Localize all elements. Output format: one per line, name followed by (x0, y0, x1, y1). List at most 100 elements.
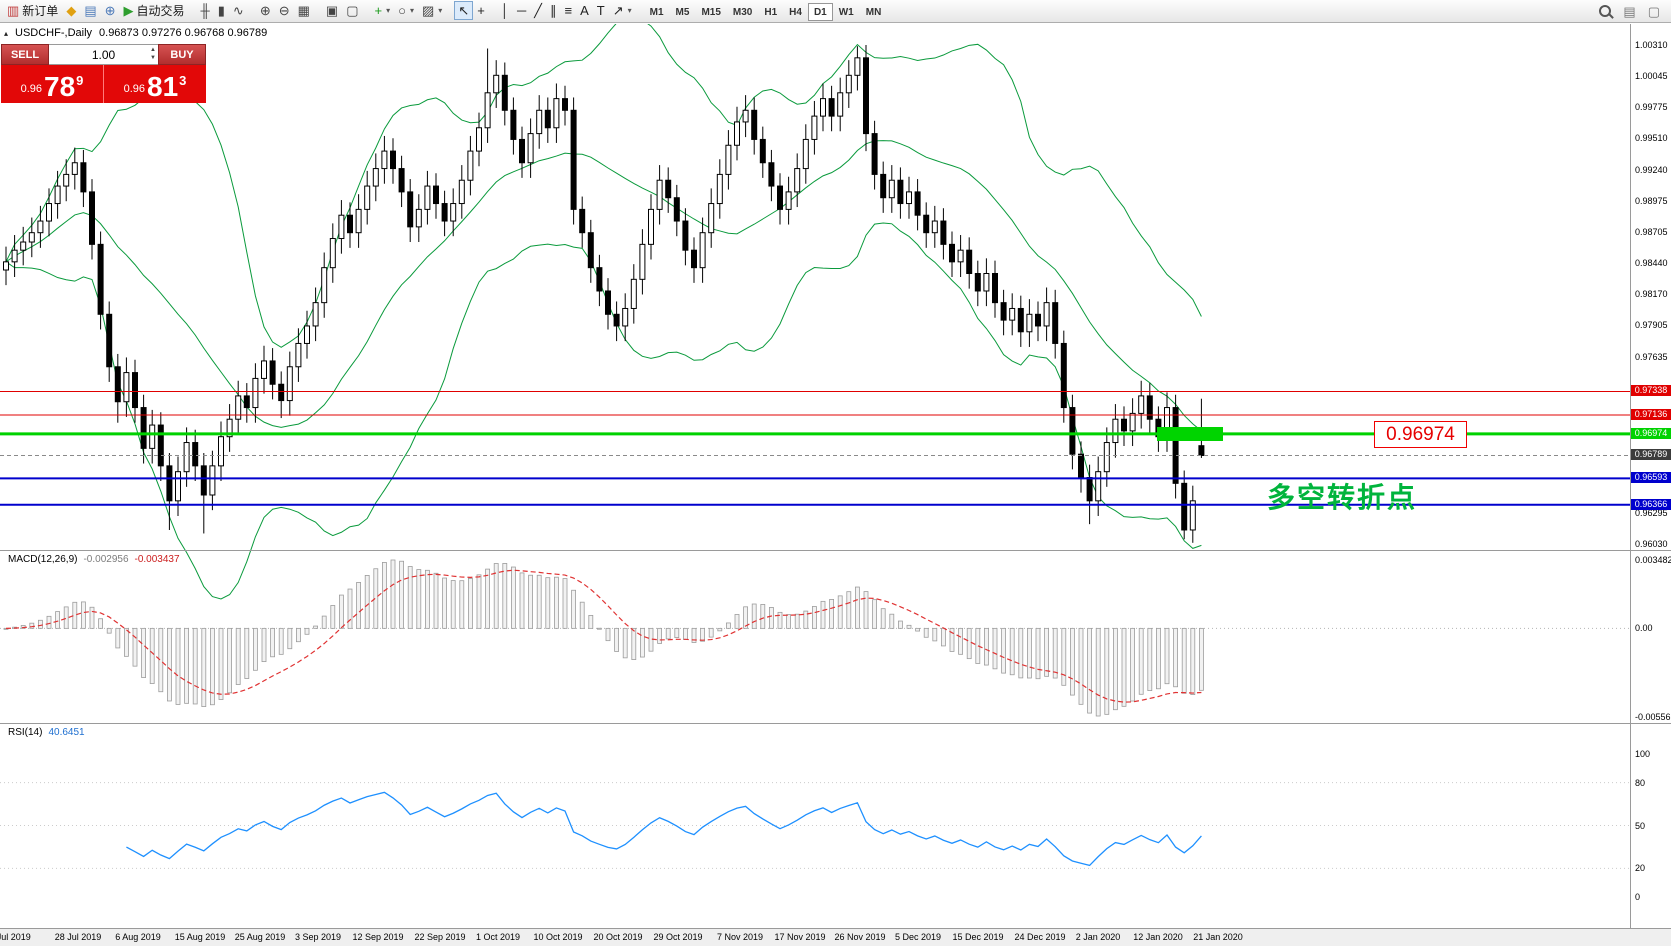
macd-histogram-bar (46, 615, 52, 629)
macd-histogram-bar (192, 627, 198, 705)
candle (605, 290, 611, 315)
volume-value[interactable]: 1.00 (91, 47, 116, 62)
collapse-panel-icon[interactable]: ▴ (4, 28, 9, 38)
price-scale[interactable]: 1.00310 1.00045 0.99775 0.99510 0.99240 0.989… (1631, 0, 1671, 946)
candle (269, 360, 276, 385)
turning-point-note[interactable]: 多空转折点 (1267, 482, 1418, 513)
text-button[interactable]: A (576, 1, 593, 20)
candle (37, 220, 44, 234)
macd-histogram-bar (1130, 627, 1135, 702)
volume-stepper[interactable]: 1.00 ▲ ▼ (49, 44, 158, 65)
macd-histogram-bar (416, 569, 422, 629)
caret-down-icon[interactable]: ▾ (627, 5, 632, 15)
indicators-button[interactable]: + ▾ (371, 1, 395, 20)
candle (587, 232, 594, 269)
caret-down-icon[interactable]: ▾ (409, 5, 414, 15)
community-button[interactable]: ⊕ (101, 1, 120, 20)
text-label-icon: T (596, 2, 605, 18)
candle (63, 173, 70, 187)
data-window-button[interactable]: ▤ (80, 1, 100, 20)
timeframe-m5[interactable]: M5 (670, 3, 696, 21)
fibonacci-button[interactable]: ≡ (560, 1, 576, 20)
caret-down-icon[interactable]: ▾ (386, 5, 391, 15)
macd-histogram-bar (829, 599, 834, 629)
docking-button[interactable]: ▤ (1619, 2, 1639, 21)
price-axis-label: 0.98440 (1635, 258, 1668, 268)
bar-chart-button[interactable]: ╫ (197, 1, 214, 20)
market-watch-button[interactable]: ◆ (62, 1, 80, 20)
timeframe-w1[interactable]: W1 (833, 3, 860, 21)
buy-price[interactable]: 0.96 81 3 (103, 65, 206, 103)
line-chart-button[interactable]: ∿ (229, 1, 248, 20)
timeframe-m1[interactable]: M1 (644, 3, 670, 21)
macd-histogram-bar (1035, 627, 1041, 680)
candle (54, 185, 61, 205)
candle (544, 109, 551, 129)
candle (3, 261, 9, 271)
new-chart-button[interactable]: ▣ (322, 1, 342, 20)
volume-down-icon[interactable]: ▼ (150, 54, 156, 61)
candle (166, 465, 173, 502)
text-icon: A (580, 2, 589, 18)
caret-down-icon[interactable]: ▾ (438, 5, 443, 15)
templates-button[interactable]: ▨ ▾ (418, 1, 446, 20)
date-scale[interactable]: 8 Jul 2019 28 Jul 2019 6 Aug 2019 15 Aug 20… (0, 929, 1630, 946)
candle (493, 74, 500, 94)
trendline-button[interactable]: ╱ (530, 1, 546, 20)
volume-up-icon[interactable]: ▲ (150, 47, 156, 53)
timeframe-m30[interactable]: M30 (727, 3, 758, 21)
autotrading-button[interactable]: ▶ 自动交易 (120, 1, 189, 20)
periods-button[interactable]: ○ ▾ (394, 1, 418, 20)
candle (579, 208, 586, 234)
channel-button[interactable]: ∥ (546, 1, 561, 20)
timeframe-d1[interactable]: D1 (807, 3, 833, 22)
highlight-rectangle[interactable] (1157, 427, 1223, 441)
timeframe-h4[interactable]: H4 (783, 3, 808, 21)
candle (433, 185, 439, 205)
macd-histogram-bar (794, 613, 800, 629)
candle (639, 243, 646, 280)
candle (390, 150, 396, 170)
arrows-button[interactable]: ↗ ▾ (609, 1, 636, 20)
search-button[interactable] (1595, 2, 1615, 21)
date-axis-label: 7 Nov 2019 (716, 932, 764, 942)
crosshair-button[interactable]: + (473, 1, 489, 20)
horizontal-line-button[interactable]: ─ (513, 1, 530, 20)
candle (665, 179, 672, 199)
timeframe-h1[interactable]: H1 (758, 3, 783, 21)
autotrading-button-label: 自动交易 (136, 3, 185, 18)
vertical-line-button[interactable]: │ (497, 1, 513, 20)
candle (200, 465, 207, 496)
candle (785, 191, 792, 210)
price-axis-label: 0.98170 (1635, 289, 1668, 300)
date-axis-label: 10 Oct 2019 (533, 932, 583, 942)
macd-histogram-bar (717, 627, 723, 632)
timeframe-m15[interactable]: M15 (695, 3, 726, 21)
zoom-in-button[interactable]: ⊕ (256, 1, 275, 20)
candle (759, 138, 766, 164)
zoom-out-button[interactable]: ⊖ (275, 1, 294, 20)
timeframe-mn[interactable]: MN (860, 3, 888, 21)
candle (811, 115, 818, 140)
macd-histogram-bar (855, 586, 860, 629)
window-button[interactable]: ▢ (1644, 2, 1664, 21)
macd-histogram-bar (949, 627, 955, 652)
cursor-button[interactable]: ↖ (454, 0, 474, 20)
macd-histogram-bar (665, 627, 671, 640)
candle (501, 74, 508, 111)
price-callout-box[interactable]: 0.96974 (1374, 421, 1467, 448)
docking-icon: ▤ (1623, 3, 1636, 19)
profiles-button[interactable]: ▢ (342, 1, 362, 20)
sell-price[interactable]: 0.96 78 9 (1, 65, 103, 103)
candlestick-chart-button[interactable]: ▮ (214, 1, 229, 20)
tile-windows-button[interactable]: ▦ (294, 1, 314, 20)
macd-histogram-bar (321, 615, 327, 629)
candle (682, 220, 689, 251)
text-label-button[interactable]: T (593, 1, 609, 20)
candle (192, 442, 199, 467)
buy-button[interactable]: BUY (158, 44, 206, 65)
sell-button[interactable]: SELL (1, 44, 49, 65)
new-order-button[interactable]: ▥ 新订单 (3, 1, 62, 20)
date-axis-label: 26 Nov 2019 (834, 932, 886, 942)
